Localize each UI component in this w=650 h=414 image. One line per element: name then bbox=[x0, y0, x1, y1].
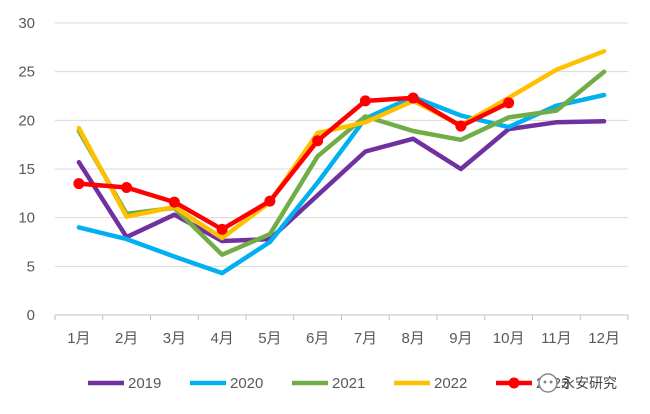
legend-marker-2023 bbox=[508, 377, 520, 389]
wechat-icon-dot bbox=[549, 380, 553, 384]
series-line-2020 bbox=[76, 92, 607, 276]
data-point-2023 bbox=[407, 92, 419, 104]
x-tick-label: 2月 bbox=[115, 330, 138, 347]
x-tick-label: 10月 bbox=[493, 330, 525, 347]
data-point-2023 bbox=[168, 196, 180, 208]
series-lines bbox=[73, 48, 607, 276]
y-tick-label: 15 bbox=[18, 161, 35, 178]
legend-label-2021: 2021 bbox=[332, 375, 365, 392]
x-tick-label: 6月 bbox=[306, 330, 329, 347]
y-tick-label: 0 bbox=[27, 307, 35, 324]
data-point-2023 bbox=[121, 181, 133, 193]
legend-label-2020: 2020 bbox=[230, 375, 263, 392]
y-tick-label: 20 bbox=[18, 112, 35, 129]
data-point-2023 bbox=[455, 120, 467, 132]
series-line-2023 bbox=[76, 95, 511, 232]
gridlines bbox=[55, 22, 628, 267]
series-line-2019 bbox=[76, 119, 607, 244]
wechat-icon bbox=[538, 373, 558, 393]
x-tick-label: 5月 bbox=[258, 330, 281, 347]
data-point-2023 bbox=[312, 135, 324, 147]
legend: 20192020202120222023 bbox=[88, 375, 569, 392]
x-tick-label: 12月 bbox=[588, 330, 620, 347]
x-tick-label: 4月 bbox=[210, 330, 233, 347]
legend-label-2022: 2022 bbox=[434, 375, 467, 392]
data-point-2023 bbox=[503, 97, 515, 109]
x-tick-label: 1月 bbox=[67, 330, 90, 347]
watermark-text: 永安研究 bbox=[561, 376, 617, 392]
x-tick-label: 7月 bbox=[354, 330, 377, 347]
data-point-2023 bbox=[359, 95, 371, 107]
x-tick-label: 9月 bbox=[449, 330, 472, 347]
x-tick-label: 11月 bbox=[541, 330, 572, 347]
series-line-2021 bbox=[76, 69, 607, 257]
series-line-2022 bbox=[76, 48, 607, 241]
wechat-icon-dot bbox=[543, 380, 547, 384]
data-point-2023 bbox=[264, 195, 276, 207]
legend-label-2019: 2019 bbox=[128, 375, 161, 392]
axes: 0 5 10 15 20 25 30 1月 2月 3月 4月 5月 6月 7月 8月 9月 10月 11月 12月 bbox=[18, 15, 629, 347]
y-tick-label: 10 bbox=[18, 210, 35, 227]
x-tick-label: 8月 bbox=[401, 330, 424, 347]
data-point-2023 bbox=[73, 178, 85, 190]
y-tick-label: 25 bbox=[18, 64, 35, 81]
watermark: 永安研究 bbox=[538, 373, 617, 393]
y-tick-label: 30 bbox=[18, 15, 35, 32]
x-tick-label: 3月 bbox=[163, 330, 186, 347]
data-point-2023 bbox=[216, 223, 228, 235]
y-tick-label: 5 bbox=[27, 258, 35, 275]
